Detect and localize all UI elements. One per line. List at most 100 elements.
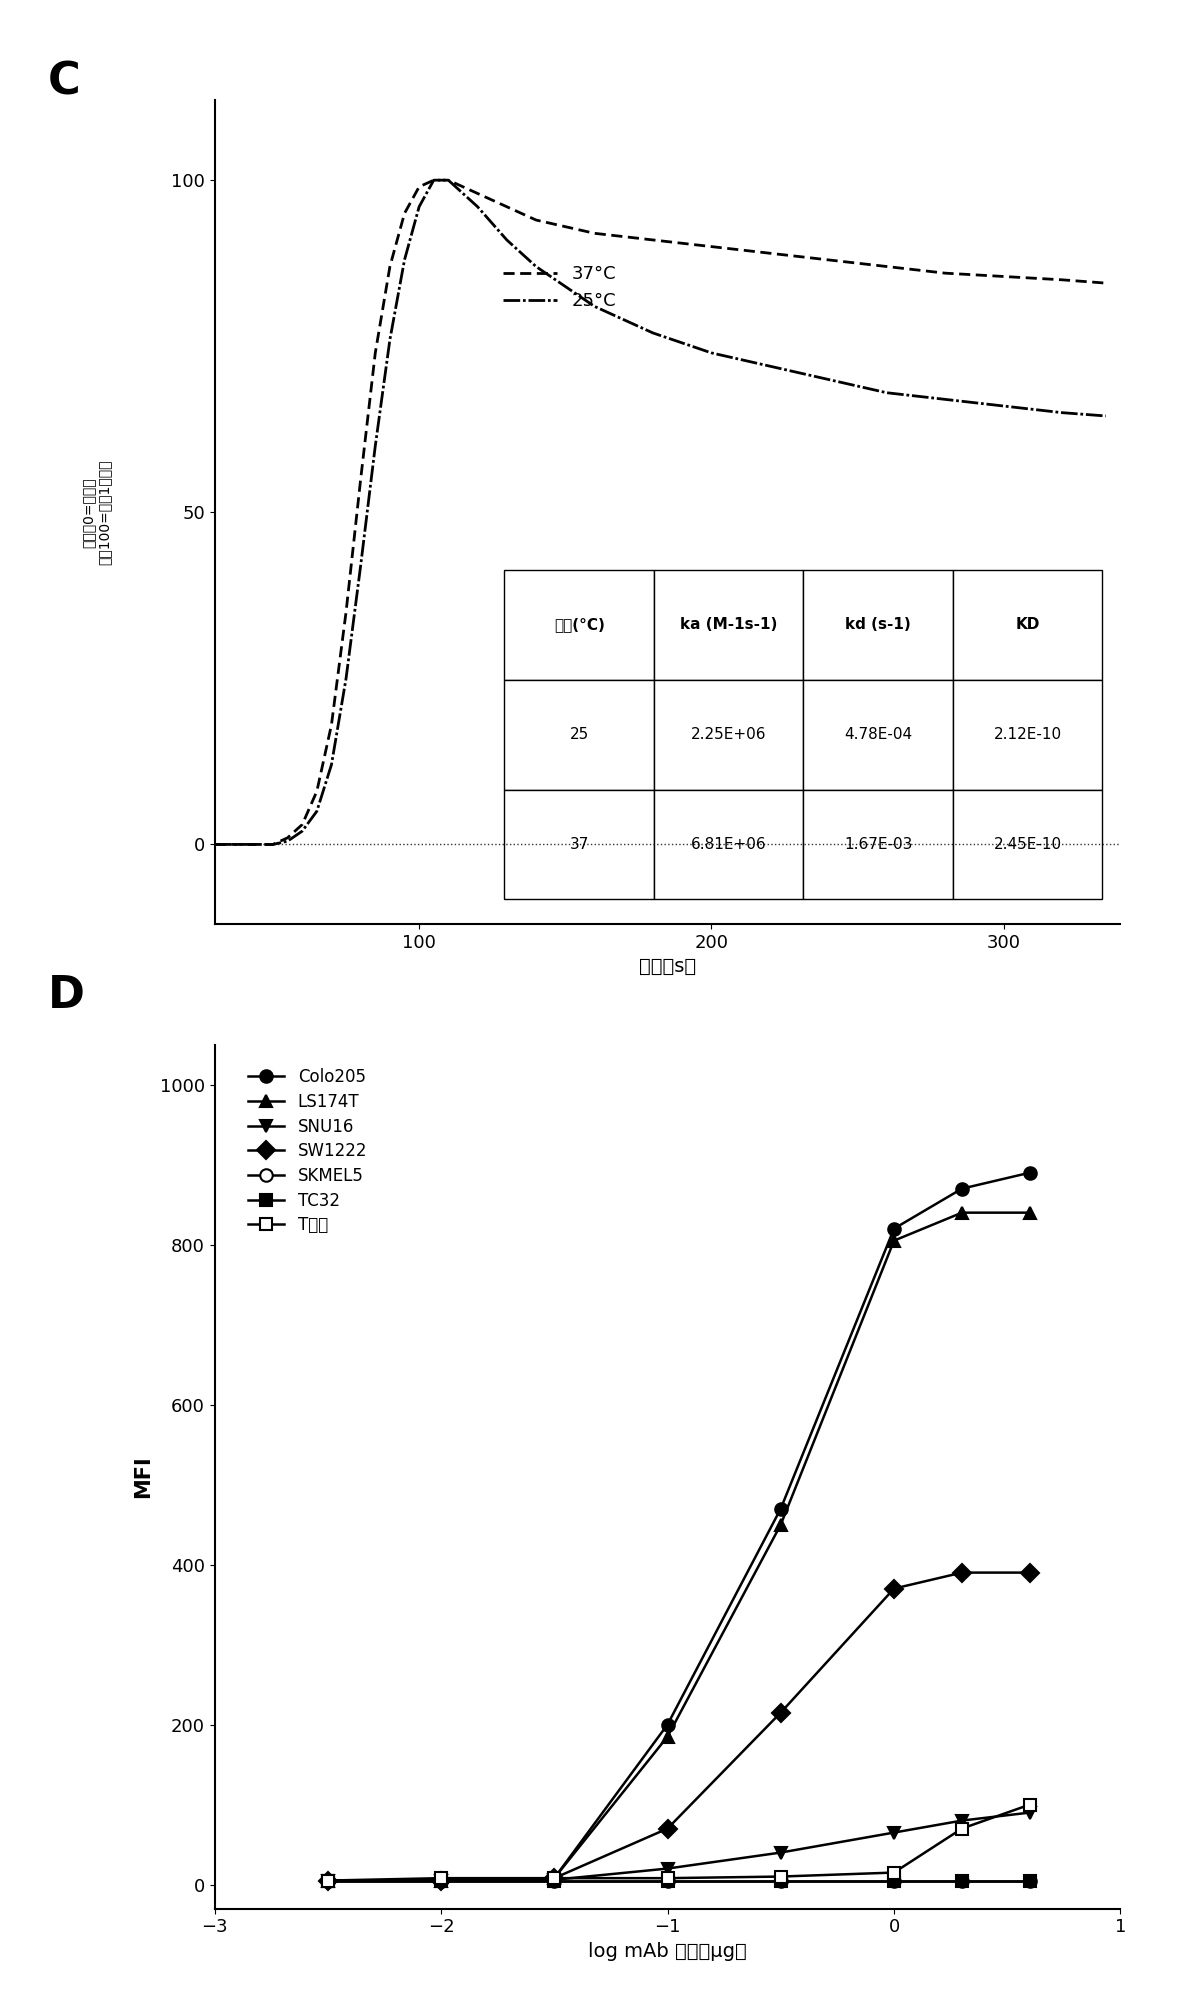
TC32 [774,1868,788,1892]
37°C [499,195,514,219]
TC32 [434,1868,448,1892]
X-axis label: log mAb 浓度（μg）: log mAb 浓度（μg） [588,1943,747,1961]
37°C [1055,267,1069,291]
SKMEL5 [434,1868,448,1892]
Colo205 [955,1177,969,1201]
25°C [427,169,441,193]
SNU16 [887,1820,901,1844]
37°C [997,265,1011,289]
SW1222 [1023,1561,1037,1585]
SKMEL5 [660,1868,675,1892]
SKMEL5 [955,1868,969,1892]
SKMEL5 [1023,1868,1037,1892]
TC32 [1023,1868,1037,1892]
SW1222 [547,1866,561,1890]
X-axis label: 时间（s）: 时间（s） [639,958,696,976]
37°C [237,832,252,856]
25°C [412,195,427,219]
25°C [441,169,455,193]
Colo205 [321,1868,335,1892]
Colo205 [660,1712,675,1736]
SNU16 [660,1856,675,1880]
25°C [310,800,324,824]
25°C [324,753,339,777]
37°C [368,342,383,366]
LS174T [660,1724,675,1748]
LS174T [887,1230,901,1254]
SW1222 [774,1700,788,1724]
25°C [354,552,368,577]
Line: 25°C: 25°C [215,181,1106,844]
25°C [383,327,397,352]
Line: Colo205: Colo205 [322,1167,1036,1886]
25°C [529,255,544,279]
T细胞 [660,1866,675,1890]
25°C [997,394,1011,418]
TC32 [887,1868,901,1892]
T细胞 [547,1866,561,1890]
T细胞 [774,1864,788,1888]
37°C [207,832,222,856]
SW1222 [434,1868,448,1892]
Text: C: C [48,60,80,102]
T细胞 [321,1868,335,1892]
Legend: 37°C, 25°C: 37°C, 25°C [496,257,623,317]
SKMEL5 [321,1868,335,1892]
SW1222 [955,1561,969,1585]
25°C [237,832,252,856]
37°C [646,227,660,251]
37°C [296,812,310,836]
25°C [938,388,952,412]
Colo205 [547,1866,561,1890]
37°C [354,466,368,490]
37°C [412,175,427,199]
37°C [339,601,353,625]
37°C [310,779,324,804]
Line: TC32: TC32 [322,1874,1036,1886]
37°C [938,261,952,285]
25°C [280,830,294,854]
Line: 37°C: 37°C [215,181,1106,844]
SKMEL5 [774,1868,788,1892]
37°C [529,209,544,233]
37°C [1099,271,1113,295]
37°C [441,169,455,193]
37°C [427,169,441,193]
37°C [704,235,719,259]
Line: SW1222: SW1222 [322,1567,1036,1886]
SNU16 [774,1840,788,1864]
25°C [704,342,719,366]
T细胞 [887,1860,901,1884]
SKMEL5 [887,1868,901,1892]
37°C [558,215,572,239]
LS174T [321,1868,335,1892]
LS174T [434,1868,448,1892]
Colo205 [434,1868,448,1892]
Legend: Colo205, LS174T, SNU16, SW1222, SKMEL5, TC32, T细胞: Colo205, LS174T, SNU16, SW1222, SKMEL5, … [241,1061,374,1242]
25°C [296,820,310,844]
T细胞 [955,1816,969,1840]
Line: LS174T: LS174T [322,1207,1036,1886]
Colo205 [774,1497,788,1521]
25°C [339,667,353,691]
Line: SNU16: SNU16 [322,1806,1036,1886]
Y-axis label: MFI: MFI [132,1455,153,1499]
37°C [821,247,836,271]
25°C [207,832,222,856]
Colo205 [1023,1161,1037,1185]
LS174T [774,1513,788,1537]
25°C [821,368,836,392]
TC32 [547,1868,561,1892]
37°C [397,201,411,225]
T细胞 [1023,1792,1037,1816]
LS174T [955,1201,969,1225]
25°C [1099,404,1113,428]
25°C [397,247,411,271]
SNU16 [547,1868,561,1892]
T细胞 [434,1866,448,1890]
25°C [763,354,777,378]
TC32 [321,1868,335,1892]
37°C [280,826,294,850]
37°C [471,181,485,205]
37°C [763,241,777,265]
